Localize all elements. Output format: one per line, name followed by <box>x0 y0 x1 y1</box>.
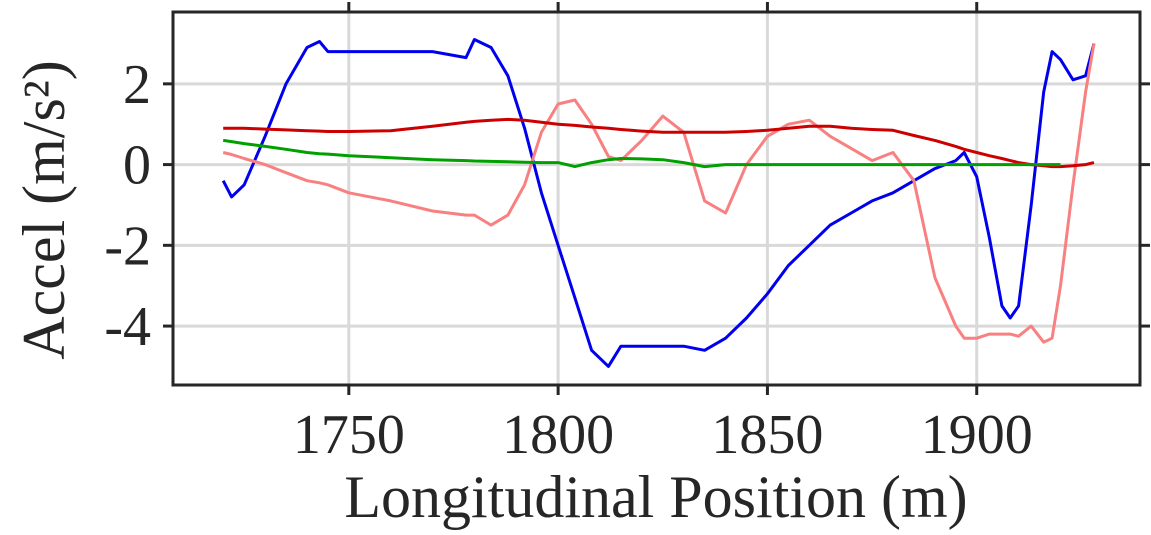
data-line <box>222 43 1096 344</box>
x-tick-label: 1900 <box>921 404 1033 466</box>
x-tick-label: 1850 <box>711 404 823 466</box>
plot-frame <box>171 10 1142 387</box>
x-tick-label: 1800 <box>502 404 614 466</box>
y-tick-label: -4 <box>104 296 151 358</box>
x-axis-label: Longitudinal Position (m) <box>344 464 967 530</box>
y-axis-label: Accel (m/s²) <box>11 60 77 360</box>
data-line <box>223 117 1095 169</box>
y-tick-label: -2 <box>104 215 151 277</box>
y-tick-label: 0 <box>123 135 151 197</box>
x-tick-label: 1750 <box>293 404 405 466</box>
y-tick-label: 2 <box>123 54 151 116</box>
data-line <box>222 138 1061 169</box>
data-line <box>221 38 1096 368</box>
